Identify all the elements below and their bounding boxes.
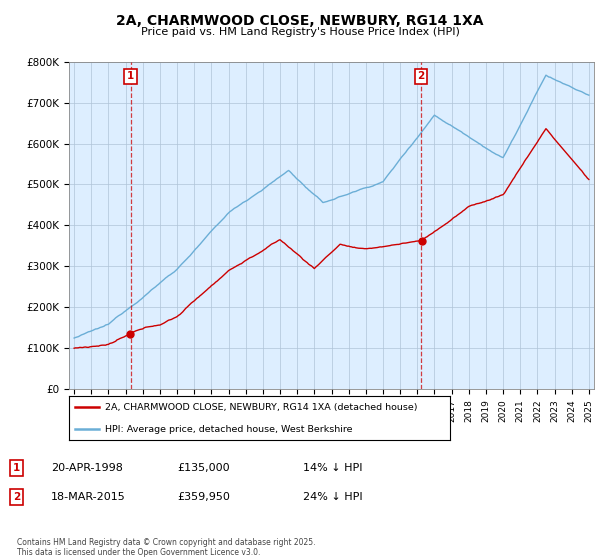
Text: Contains HM Land Registry data © Crown copyright and database right 2025.
This d: Contains HM Land Registry data © Crown c… xyxy=(17,538,316,557)
Text: 1: 1 xyxy=(127,72,134,81)
Text: 2: 2 xyxy=(417,72,425,81)
Text: £359,950: £359,950 xyxy=(177,492,230,502)
Text: 14% ↓ HPI: 14% ↓ HPI xyxy=(303,463,362,473)
Text: HPI: Average price, detached house, West Berkshire: HPI: Average price, detached house, West… xyxy=(105,424,353,433)
Text: £135,000: £135,000 xyxy=(177,463,230,473)
Text: 20-APR-1998: 20-APR-1998 xyxy=(51,463,123,473)
Text: 1: 1 xyxy=(13,463,20,473)
Text: 2A, CHARMWOOD CLOSE, NEWBURY, RG14 1XA (detached house): 2A, CHARMWOOD CLOSE, NEWBURY, RG14 1XA (… xyxy=(105,403,418,412)
Text: 2A, CHARMWOOD CLOSE, NEWBURY, RG14 1XA: 2A, CHARMWOOD CLOSE, NEWBURY, RG14 1XA xyxy=(116,14,484,28)
Text: 18-MAR-2015: 18-MAR-2015 xyxy=(51,492,126,502)
Text: 2: 2 xyxy=(13,492,20,502)
Text: Price paid vs. HM Land Registry's House Price Index (HPI): Price paid vs. HM Land Registry's House … xyxy=(140,27,460,37)
Text: 24% ↓ HPI: 24% ↓ HPI xyxy=(303,492,362,502)
